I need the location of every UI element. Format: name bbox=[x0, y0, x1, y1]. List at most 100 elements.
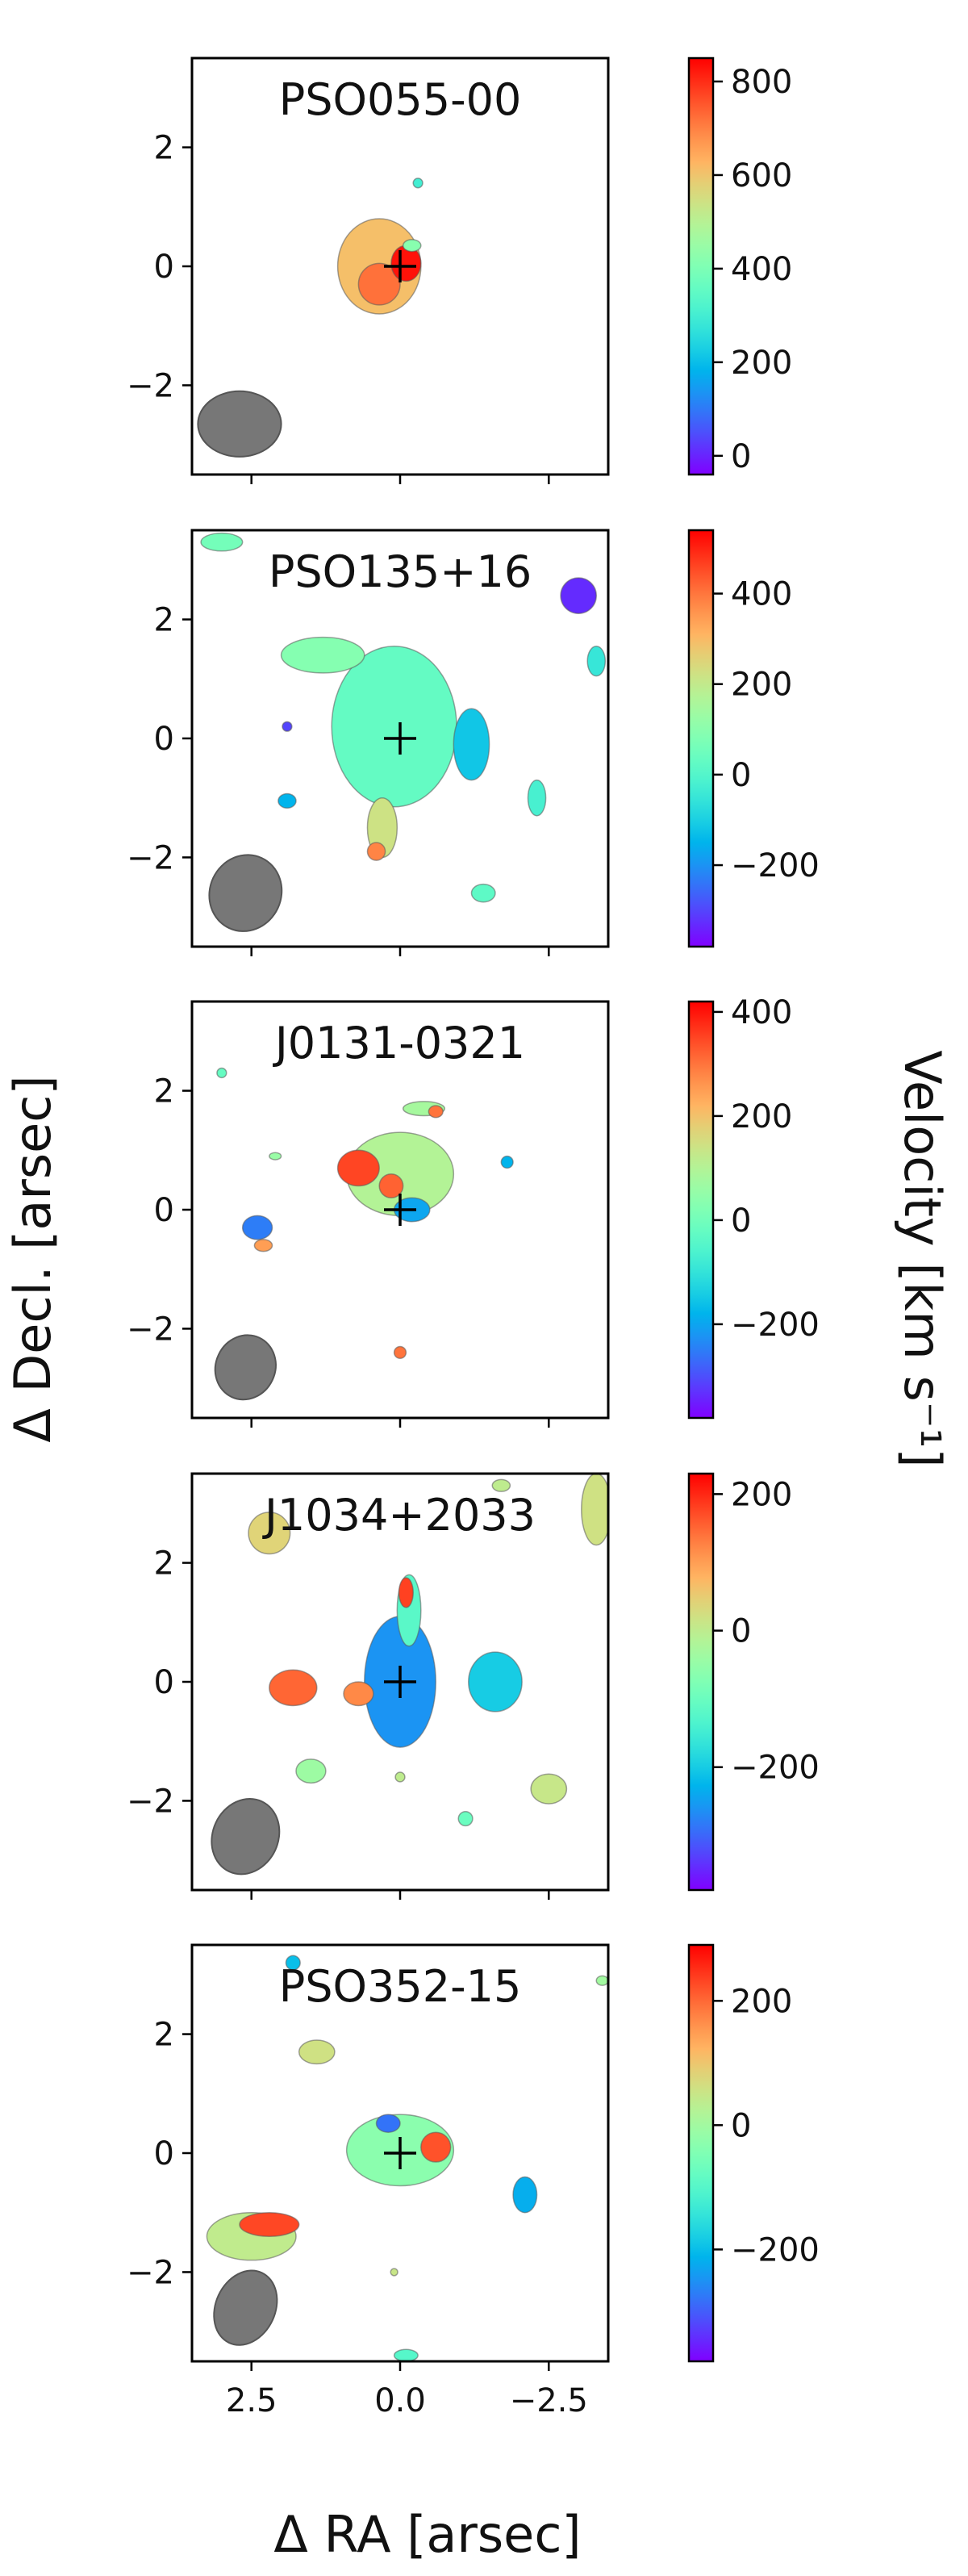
colorbar-tick-label: 0 bbox=[731, 757, 751, 794]
y-tick-label: 0 bbox=[154, 2135, 174, 2172]
panel-1: PSO055-00 2 0 −2 800 600 400 200 0 bbox=[127, 56, 792, 484]
beam-ellipse bbox=[214, 1334, 277, 1401]
colorbar-tick-label: 400 bbox=[731, 576, 792, 613]
emission-blob bbox=[470, 883, 496, 903]
colorbar-tick-label: 0 bbox=[731, 438, 751, 475]
colorbar bbox=[687, 1943, 715, 2363]
emission-blob bbox=[530, 1773, 568, 1804]
y-tick-label: 0 bbox=[154, 1192, 174, 1229]
emission-blob bbox=[280, 636, 365, 674]
emission-map bbox=[336, 178, 424, 315]
panel-title: PSO055-00 bbox=[279, 74, 522, 125]
emission-blob bbox=[402, 239, 422, 253]
panel-title: J0131-0321 bbox=[273, 1018, 525, 1068]
emission-blob bbox=[420, 2131, 452, 2163]
beam-ellipse bbox=[211, 1797, 281, 1876]
y-tick-label: −2 bbox=[127, 2254, 174, 2291]
x-tick-label: 2.5 bbox=[226, 2382, 277, 2419]
emission-blob bbox=[375, 2114, 401, 2133]
emission-blob bbox=[295, 1758, 327, 1784]
emission-blob bbox=[378, 1173, 404, 1199]
y-tick-label: 2 bbox=[154, 1545, 174, 1583]
emission-blob bbox=[331, 645, 457, 808]
colorbar bbox=[687, 1472, 715, 1892]
emission-blob bbox=[527, 779, 547, 817]
colorbar bbox=[687, 1000, 715, 1420]
emission-blob bbox=[393, 2348, 419, 2361]
x-tick-label: 0.0 bbox=[374, 2382, 426, 2419]
colorbar-tick-label: 0 bbox=[731, 2107, 751, 2144]
colorbar-tick-label: −200 bbox=[731, 2231, 820, 2269]
emission-blob bbox=[200, 532, 244, 552]
emission-blob bbox=[512, 2176, 538, 2214]
y-tick-label: 0 bbox=[154, 1664, 174, 1701]
emission-map bbox=[216, 1067, 514, 1360]
emission-blob bbox=[394, 1771, 406, 1783]
panel-title: PSO352-15 bbox=[279, 1961, 522, 2012]
colorbar-tick-label: 200 bbox=[731, 345, 792, 382]
beam-ellipse bbox=[208, 854, 283, 932]
y-tick-label: 2 bbox=[154, 602, 174, 639]
colorbar-tick-label: 400 bbox=[731, 994, 792, 1031]
emission-blob bbox=[457, 1810, 474, 1827]
colorbar-tick-label: 600 bbox=[731, 157, 792, 194]
colorbar-tick-label: 0 bbox=[731, 1202, 751, 1240]
y-tick-label: −2 bbox=[127, 839, 174, 876]
emission-blob bbox=[586, 645, 607, 677]
emission-blob bbox=[468, 1651, 523, 1712]
colorbar-tick-label: 0 bbox=[731, 1613, 751, 1650]
beam-ellipse bbox=[197, 390, 282, 458]
colorbar-tick-label: 400 bbox=[731, 251, 792, 288]
emission-blob bbox=[390, 2268, 398, 2277]
colorbar-tick-label: 200 bbox=[731, 1983, 792, 2020]
colorbar-tick-label: 200 bbox=[731, 1476, 792, 1513]
emission-blob bbox=[357, 262, 401, 306]
emission-blob bbox=[336, 1149, 380, 1187]
colorbar-tick-label: −200 bbox=[731, 1307, 820, 1344]
emission-blob bbox=[453, 708, 490, 781]
emission-blob bbox=[343, 1681, 374, 1707]
panel-title: J1034+2033 bbox=[262, 1490, 536, 1541]
panel-5: PSO352-15 2 0 −2 2.5 0.0 −2.5 200 0 −200 bbox=[127, 1943, 820, 2419]
y-tick-label: 0 bbox=[154, 249, 174, 286]
y-tick-label: 0 bbox=[154, 721, 174, 758]
emission-blob bbox=[216, 1067, 227, 1079]
panel-3: J0131-0321 2 0 −2 400 200 0 −200 bbox=[127, 994, 820, 1428]
emission-blob bbox=[560, 577, 598, 614]
panel-4: J1034+2033 2 0 −2 200 0 −200 bbox=[127, 1472, 820, 1900]
colorbar-tick-label: −200 bbox=[731, 1750, 820, 1787]
colorbar-tick-label: 200 bbox=[731, 667, 792, 704]
colorbar-label: Velocity [km s⁻¹] bbox=[893, 1050, 952, 1467]
emission-blob bbox=[500, 1155, 514, 1169]
y-axis-label: Δ Decl. [arsec] bbox=[3, 1075, 62, 1442]
emission-blob bbox=[269, 1669, 318, 1707]
x-axis-label: Δ RA [arsec] bbox=[273, 2505, 581, 2564]
emission-blob bbox=[277, 792, 297, 809]
panel-title: PSO135+16 bbox=[269, 546, 532, 597]
colorbar-tick-label: 200 bbox=[731, 1098, 792, 1135]
y-tick-label: −2 bbox=[127, 367, 174, 404]
emission-blob bbox=[428, 1105, 444, 1119]
y-tick-label: −2 bbox=[127, 1311, 174, 1348]
emission-blob bbox=[393, 1345, 407, 1360]
emission-blob bbox=[282, 721, 293, 732]
colorbar-tick-label: 800 bbox=[731, 64, 792, 101]
emission-blob bbox=[366, 842, 386, 861]
emission-blob bbox=[239, 2211, 300, 2237]
colorbar bbox=[687, 529, 715, 948]
panel-2: PSO135+16 2 0 −2 400 200 0 −200 bbox=[127, 529, 820, 956]
emission-blob bbox=[398, 1577, 414, 1608]
colorbar bbox=[687, 56, 715, 476]
emission-blob bbox=[248, 1512, 291, 1555]
colorbar-tick-label: −200 bbox=[731, 847, 820, 884]
emission-blob bbox=[253, 1239, 273, 1252]
y-tick-label: −2 bbox=[127, 1783, 174, 1820]
y-tick-label: 2 bbox=[154, 1073, 174, 1110]
y-tick-label: 2 bbox=[154, 2017, 174, 2054]
x-tick-label: −2.5 bbox=[510, 2382, 588, 2419]
emission-blob bbox=[581, 1474, 608, 1546]
emission-blob bbox=[241, 1215, 273, 1240]
emission-blob bbox=[285, 1955, 301, 1971]
